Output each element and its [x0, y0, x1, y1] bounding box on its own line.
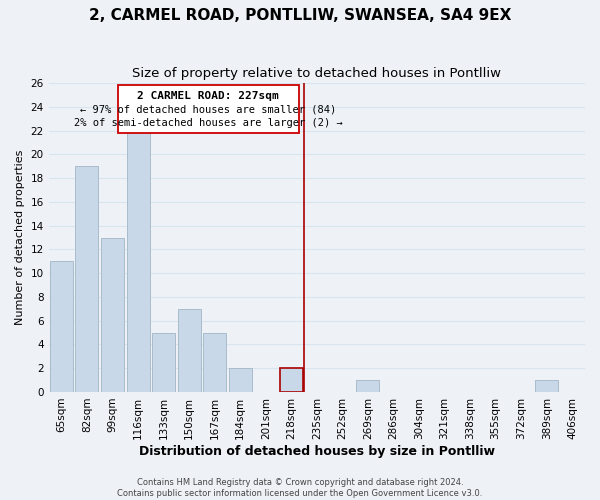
- Bar: [101, 238, 124, 392]
- Bar: [356, 380, 379, 392]
- Text: ← 97% of detached houses are smaller (84): ← 97% of detached houses are smaller (84…: [80, 104, 337, 115]
- Bar: [280, 368, 303, 392]
- Bar: [178, 309, 200, 392]
- Bar: [127, 130, 149, 392]
- Bar: [229, 368, 252, 392]
- Bar: [535, 380, 558, 392]
- Bar: [50, 262, 73, 392]
- Text: 2, CARMEL ROAD, PONTLLIW, SWANSEA, SA4 9EX: 2, CARMEL ROAD, PONTLLIW, SWANSEA, SA4 9…: [89, 8, 511, 22]
- Text: 2% of semi-detached houses are larger (2) →: 2% of semi-detached houses are larger (2…: [74, 118, 343, 128]
- Title: Size of property relative to detached houses in Pontlliw: Size of property relative to detached ho…: [133, 68, 502, 80]
- X-axis label: Distribution of detached houses by size in Pontlliw: Distribution of detached houses by size …: [139, 444, 495, 458]
- Y-axis label: Number of detached properties: Number of detached properties: [15, 150, 25, 325]
- Bar: [203, 332, 226, 392]
- Text: 2 CARMEL ROAD: 227sqm: 2 CARMEL ROAD: 227sqm: [137, 91, 279, 101]
- FancyBboxPatch shape: [118, 86, 299, 133]
- Text: Contains HM Land Registry data © Crown copyright and database right 2024.
Contai: Contains HM Land Registry data © Crown c…: [118, 478, 482, 498]
- Bar: [152, 332, 175, 392]
- Bar: [76, 166, 98, 392]
- Bar: [280, 368, 303, 392]
